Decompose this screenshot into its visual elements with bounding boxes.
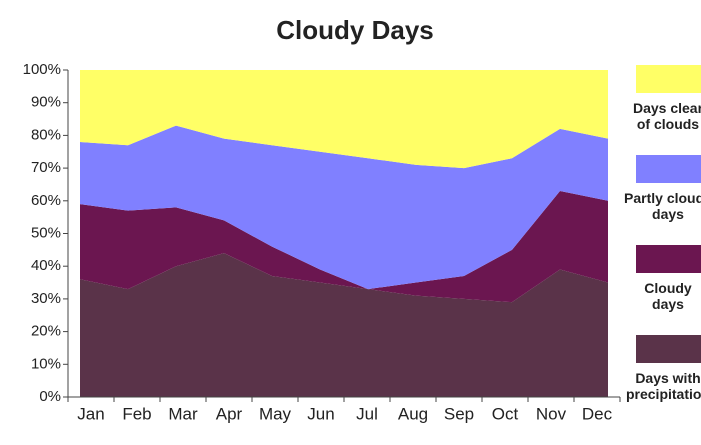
y-tick-label: 20% xyxy=(31,323,61,340)
legend-label: Days withprecipitation xyxy=(626,370,701,402)
y-tick-label: 70% xyxy=(31,159,61,176)
y-tick-label: 80% xyxy=(31,126,61,143)
x-tick-label: Feb xyxy=(122,404,151,423)
y-tick-label: 10% xyxy=(31,355,61,372)
y-tick-label: 60% xyxy=(31,192,61,209)
y-tick-label: 100% xyxy=(23,61,61,78)
x-tick-label: Mar xyxy=(168,404,198,423)
legend-label: Days clear of clouds xyxy=(633,100,701,132)
x-tick-label: Sep xyxy=(444,404,474,423)
area xyxy=(80,253,608,397)
legend-swatch xyxy=(636,335,701,363)
legend-label: Partly cloudydays xyxy=(624,190,701,222)
x-tick-label: Nov xyxy=(536,404,567,423)
legend-swatch xyxy=(636,245,701,273)
y-tick-label: 40% xyxy=(31,257,61,274)
legend-swatch xyxy=(636,155,701,183)
chart-title: Cloudy Days xyxy=(276,15,434,45)
y-tick-label: 30% xyxy=(31,290,61,307)
area xyxy=(80,190,608,303)
x-tick-label: Jul xyxy=(356,404,378,423)
x-tick-label: Jan xyxy=(77,404,104,423)
legend-swatch xyxy=(636,65,701,93)
legend-label: Cloudy days xyxy=(644,280,692,312)
y-tick-label: 90% xyxy=(31,94,61,111)
x-tick-label: Jun xyxy=(307,404,334,423)
area xyxy=(80,125,608,290)
x-tick-label: Aug xyxy=(398,404,428,423)
area xyxy=(80,70,608,169)
x-tick-label: May xyxy=(259,404,292,423)
x-tick-label: Dec xyxy=(582,404,613,423)
x-tick-label: Apr xyxy=(216,404,243,423)
x-tick-label: Oct xyxy=(492,404,519,423)
y-tick-label: 50% xyxy=(31,224,61,241)
y-tick-label: 0% xyxy=(39,388,61,405)
